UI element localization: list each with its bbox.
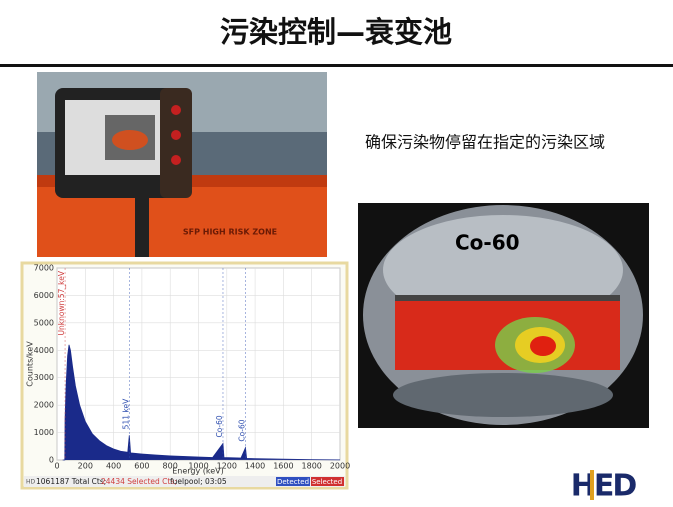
x-tick-label: 600 — [134, 462, 149, 471]
photo-sign: SFP HIGH RISK ZONE — [183, 228, 277, 237]
y-tick-label: 4000 — [34, 346, 54, 355]
y-tick-label: 7000 — [34, 264, 54, 273]
detected-button[interactable] — [276, 477, 310, 486]
annotation-label: Unknown:57_keV — [57, 270, 66, 335]
x-tick-label: 1200 — [217, 462, 237, 471]
x-axis-label: Energy (keV) — [172, 467, 224, 476]
status-selected: 24434 Selected Cts; — [101, 477, 177, 486]
y-axis-label: Counts/keV — [26, 341, 35, 387]
x-tick-label: 200 — [78, 462, 93, 471]
logo-accent — [590, 470, 594, 500]
selected-button[interactable] — [311, 477, 344, 486]
y-tick-label: 0 — [49, 456, 54, 465]
y-tick-label: 1000 — [34, 428, 54, 437]
x-tick-label: 1400 — [245, 462, 265, 471]
title-rule — [0, 64, 673, 67]
x-tick-label: 1000 — [188, 462, 208, 471]
slide-title: 污染控制—衰变池 — [220, 15, 452, 49]
spectrum-area — [62, 344, 341, 461]
y-tick-label: 6000 — [34, 291, 54, 300]
photo-label: Co-60 — [455, 231, 520, 255]
status-bar — [24, 476, 345, 487]
y-tick-label: 2000 — [34, 401, 54, 410]
annotation-label: Co-60 — [215, 415, 224, 437]
x-tick-label: 800 — [163, 462, 178, 471]
x-tick-label: 1800 — [302, 462, 322, 471]
annotation-label: Co-60 — [237, 419, 246, 441]
selected-button-label[interactable]: Selected — [312, 478, 342, 486]
logo: HED — [571, 469, 637, 504]
status-total: 1061187 Total Cts; — [36, 477, 106, 486]
x-tick-label: 400 — [106, 462, 121, 471]
photo-gamma-camera: Co-60 — [358, 203, 649, 428]
y-tick-label: 3000 — [34, 373, 54, 382]
annotation-label: 511 keV — [121, 398, 130, 429]
y-tick-label: 5000 — [34, 318, 54, 327]
detected-button-label[interactable]: Detected — [277, 478, 309, 486]
status-prefix: HD — [26, 479, 36, 486]
x-tick-label: 0 — [54, 462, 59, 471]
photo-device: SFP HIGH RISK ZONE — [37, 72, 327, 257]
x-tick-label: 2000 — [330, 462, 350, 471]
status-source: fuelpool; 03:05 — [170, 477, 227, 486]
x-tick-label: 1600 — [273, 462, 293, 471]
caption: 确保污染物停留在指定的污染区域 — [365, 133, 605, 152]
spectrum-chart: 0 1000 2000 3000 4000 5000 6000 7000 0 200 400 600 8… — [34, 264, 351, 471]
